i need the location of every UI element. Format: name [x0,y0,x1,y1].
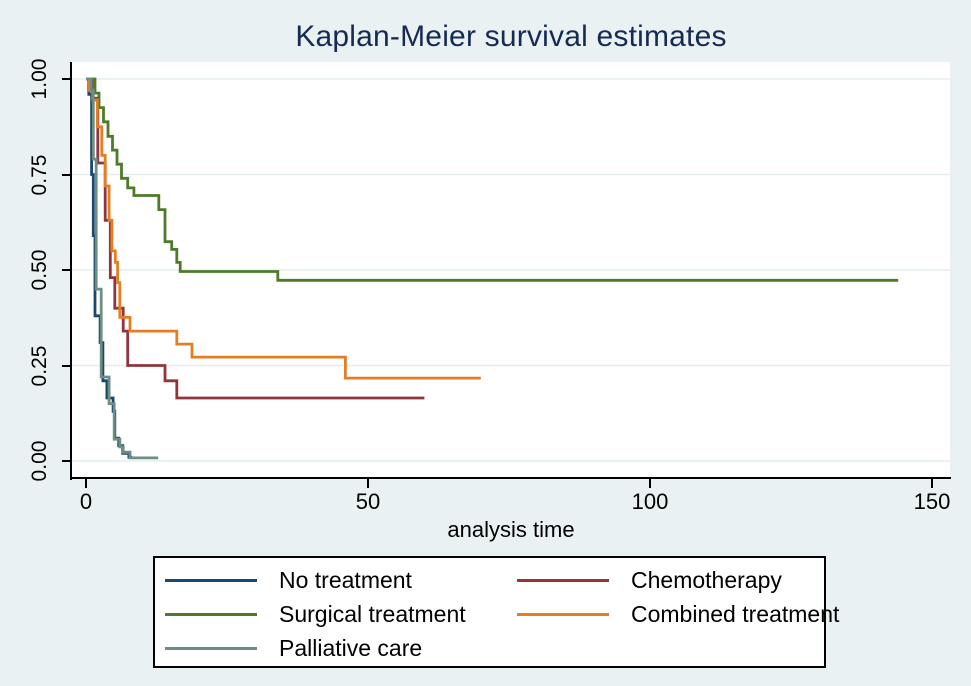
survival-curves-canvas [72,77,950,462]
x-tick-label: 150 [913,489,951,514]
legend-item-combined-treatment: Combined treatment [517,601,839,628]
legend-line-swatch [165,578,257,582]
legend-line-swatch [517,612,609,616]
y-tick-mark [62,460,71,462]
y-tick-label: 0.25 [28,345,51,386]
y-tick-mark [62,364,71,367]
legend-label: Palliative care [279,634,423,661]
x-tick-label: 50 [355,489,381,514]
y-tick-mark [62,269,71,271]
survival-curve-palliative-care [86,77,159,460]
legend-item-chemotherapy: Chemotherapy [517,567,839,594]
legend-label: Chemotherapy [631,566,782,593]
legend-line-swatch [517,578,609,582]
y-tick-label: 1.00 [28,58,51,100]
y-axis-line [70,62,72,480]
chart-title: Kaplan-Meier survival estimates [295,20,727,53]
y-tick-mark [62,78,71,80]
legend-line-swatch [165,612,257,616]
legend-label: Combined treatment [631,600,840,627]
legend-item-surgical-treatment: Surgical treatment [165,601,517,628]
legend-item-palliative-care: Palliative care [165,635,517,662]
plot-area [72,62,950,478]
legend-item-no-treatment: No treatment [165,567,517,594]
y-tick-mark [62,173,71,176]
survival-curve-chemotherapy [86,77,425,400]
legend-label: Surgical treatment [279,600,466,627]
survival-curve-surgical-treatment [86,77,899,282]
x-tick-mark [367,479,369,488]
y-tick-label: 0.00 [28,440,51,482]
legend-label: No treatment [279,566,412,593]
x-axis-title: analysis time [447,517,575,542]
survival-curve-combined-treatment [86,77,481,380]
y-tick-label: 0.50 [28,249,51,291]
legend-line-swatch [165,646,257,650]
x-tick-mark [931,479,933,488]
x-tick-label: 0 [79,489,93,514]
x-tick-label: 100 [631,489,669,514]
x-tick-mark [649,479,651,488]
x-tick-mark [85,479,87,488]
x-axis-line [70,477,951,479]
y-tick-label: 0.75 [28,154,51,195]
legend-box: No treatment Chemotherapy Surgical treatme… [153,556,839,668]
